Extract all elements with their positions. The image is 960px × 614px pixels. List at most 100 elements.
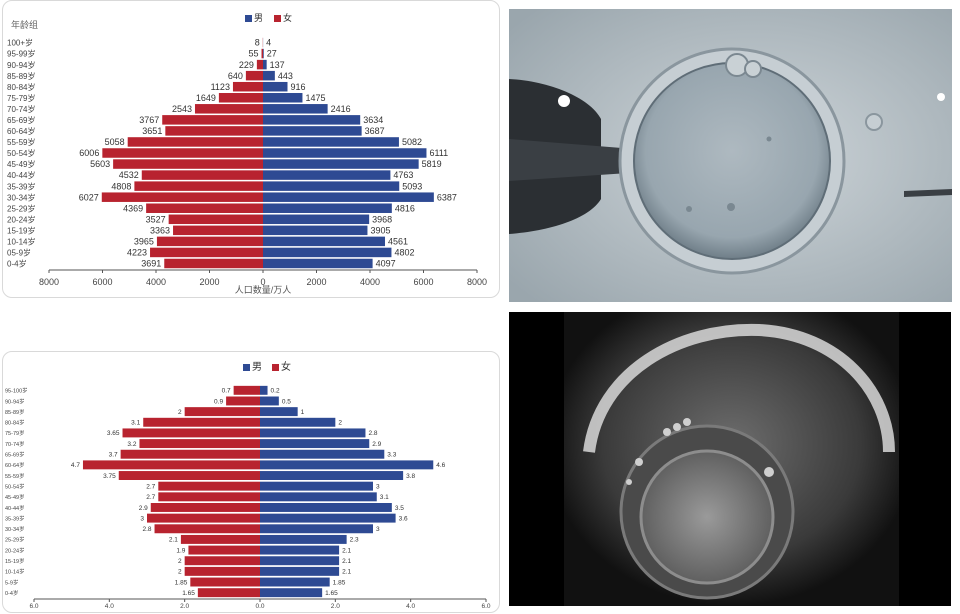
data-label-male: 5082 (402, 137, 422, 147)
data-label-female: 1649 (196, 93, 216, 103)
bar-female (120, 449, 260, 459)
data-label-female: 640 (228, 71, 243, 81)
category-label: 5-9岁 (5, 578, 18, 586)
category-label: 55-59岁 (5, 472, 25, 480)
data-label-female: 1.9 (176, 547, 185, 554)
x-tick-label: 0 (260, 277, 265, 287)
data-label-female: 6006 (79, 148, 99, 158)
bar-male (263, 93, 303, 103)
oocyte-holding-pipette-icon (509, 9, 952, 302)
bar-female (82, 460, 260, 470)
bar-female (245, 70, 263, 81)
data-label-male: 3 (376, 483, 380, 490)
x-tick-label: 4000 (146, 277, 166, 287)
bar-male (260, 545, 340, 555)
bar-female (256, 59, 263, 70)
category-label: 65-69岁 (7, 115, 35, 125)
data-label-female: 4369 (123, 203, 143, 213)
data-label-female: 2 (178, 569, 182, 576)
bar-female (158, 481, 260, 491)
bar-female (194, 104, 263, 114)
bar-male (260, 407, 298, 417)
data-label-female: 0.9 (214, 398, 223, 405)
data-label-male: 3.3 (387, 452, 396, 459)
data-label-female: 2.7 (146, 494, 155, 501)
bar-male (263, 148, 427, 158)
category-label: 30-34岁 (7, 192, 35, 202)
x-axis-title: 人口数量/万人 (235, 284, 292, 295)
data-label-female: 3527 (146, 214, 166, 224)
bar-female (184, 407, 260, 417)
category-label: 05-9岁 (7, 248, 31, 258)
data-label-male: 2.1 (342, 547, 351, 554)
data-label-male: 4816 (395, 203, 415, 213)
data-label-female: 3.1 (131, 420, 140, 427)
legend-swatch-2 (272, 364, 279, 371)
data-label-male: 4561 (388, 237, 408, 247)
y-axis-title: 年龄组 (11, 19, 38, 30)
bar-male (260, 471, 404, 480)
data-label-male: 1.65 (325, 590, 338, 597)
x-tick-label: 8000 (39, 277, 59, 287)
bar-female (261, 48, 263, 59)
bar-male (260, 524, 373, 534)
data-label-male: 2416 (331, 104, 351, 114)
data-label-female: 6027 (79, 192, 99, 202)
bar-male (260, 460, 434, 470)
category-label: 35-39岁 (5, 514, 25, 522)
bar-female (218, 93, 263, 103)
data-label-female: 5603 (90, 159, 110, 169)
data-label-female: 1123 (211, 82, 230, 92)
bar-female (102, 148, 263, 158)
population-pyramid-chart-1: 男 女年龄组 8 4 100+岁 55 27 95-99岁 229 137 90-94岁 640 443… (2, 0, 500, 298)
data-label-male: 2.3 (350, 537, 359, 544)
category-label: 100+岁 (7, 38, 33, 48)
category-label: 45-49岁 (5, 493, 25, 501)
category-label: 60-64岁 (7, 126, 35, 136)
data-label-female: 2.8 (142, 526, 151, 533)
bar-male (260, 588, 323, 598)
bar-female (184, 566, 260, 576)
data-label-female: 2.7 (146, 483, 155, 490)
x-tick-label: 6.0 (29, 603, 38, 610)
data-label-male: 4097 (376, 259, 396, 269)
category-label: 40-44岁 (7, 170, 35, 180)
bar-female (173, 225, 263, 236)
category-label: 35-39岁 (7, 181, 35, 191)
bar-female (164, 258, 263, 269)
bar-male (260, 503, 392, 512)
data-label-male: 3968 (372, 214, 392, 224)
data-label-female: 0.7 (222, 388, 231, 395)
x-tick-label: 4.0 (406, 603, 415, 610)
x-tick-label: 6.0 (481, 603, 490, 610)
bar-female (146, 203, 263, 213)
bar-female (150, 247, 263, 258)
category-label: 70-74岁 (7, 104, 35, 114)
bar-female (162, 115, 263, 125)
data-label-female: 4223 (127, 248, 147, 258)
bar-male (263, 59, 267, 70)
data-label-male: 6387 (437, 192, 457, 202)
legend-swatch-1 (245, 15, 252, 22)
bar-male (263, 214, 370, 225)
x-tick-label: 0.0 (255, 603, 264, 610)
data-label-male: 4802 (394, 248, 414, 258)
category-label: 20-24岁 (7, 214, 35, 224)
category-label: 90-94岁 (5, 397, 25, 405)
category-label: 55-59岁 (7, 137, 35, 147)
data-label-female: 2.9 (139, 505, 148, 512)
data-label-female: 3.2 (127, 441, 136, 448)
category-label: 95-99岁 (7, 49, 35, 59)
category-label: 75-79岁 (7, 93, 35, 103)
category-label: 20-24岁 (5, 546, 25, 554)
bar-male (263, 203, 392, 213)
data-label-female: 2 (178, 558, 182, 565)
data-label-male: 2.1 (342, 569, 351, 576)
bar-female (150, 503, 260, 512)
category-label: 40-44岁 (5, 504, 25, 512)
bar-male (263, 258, 373, 269)
bar-female (134, 181, 263, 191)
data-label-female: 1.85 (175, 579, 188, 586)
bar-female (180, 534, 260, 544)
legend-label-1: 男 (254, 13, 263, 23)
